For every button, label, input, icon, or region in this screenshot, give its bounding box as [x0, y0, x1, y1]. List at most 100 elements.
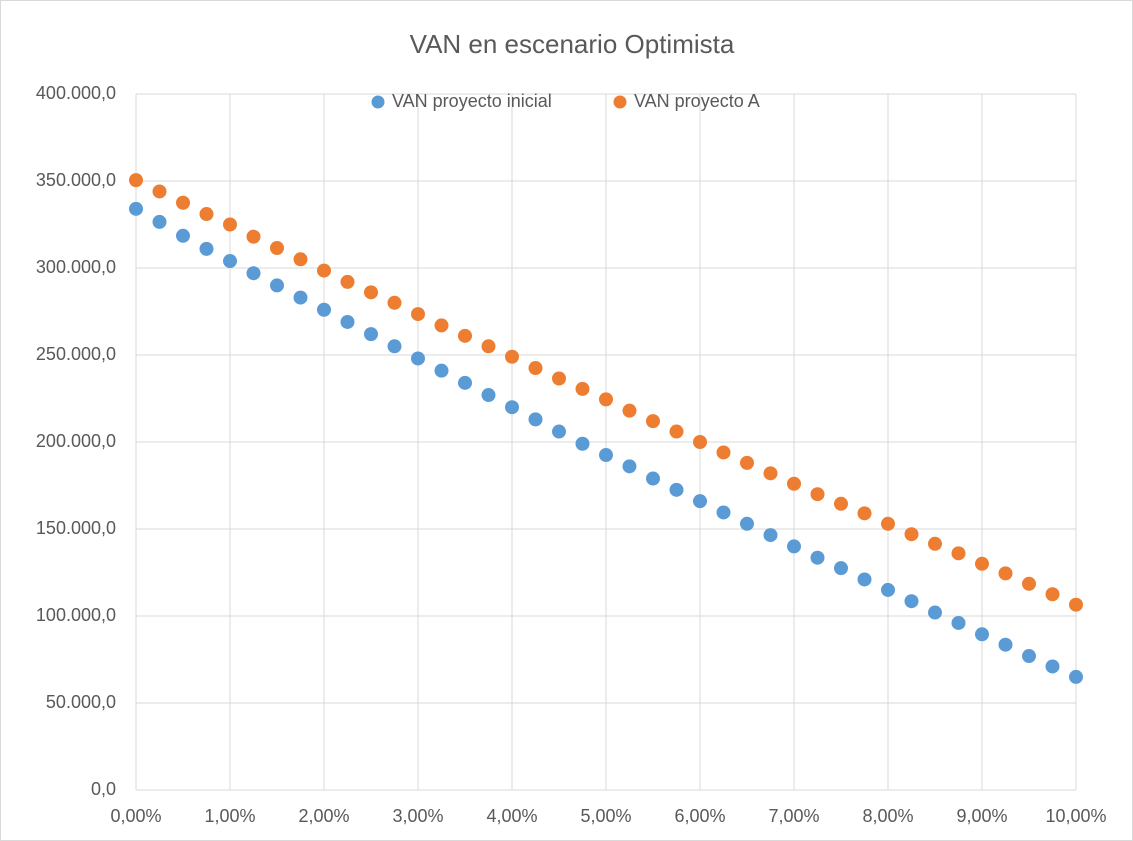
data-point [481, 388, 496, 403]
data-point [763, 528, 778, 543]
data-point [387, 295, 402, 310]
data-point [270, 278, 284, 293]
data-point [904, 527, 919, 542]
data-point [693, 435, 707, 449]
data-point [669, 424, 684, 439]
legend-label: VAN proyecto inicial [392, 91, 552, 111]
data-point [364, 285, 378, 300]
data-point [340, 274, 355, 289]
data-point [199, 207, 214, 222]
y-tick-label: 0,0 [91, 779, 116, 799]
data-point [1045, 587, 1060, 602]
data-point [129, 201, 143, 216]
data-point [693, 494, 707, 509]
data-point [975, 556, 989, 571]
y-tick-label: 400.000,0 [36, 83, 116, 103]
x-tick-label: 4,00% [486, 806, 537, 826]
data-point [317, 263, 331, 278]
data-point [857, 572, 872, 587]
data-point [928, 605, 942, 620]
y-tick-label: 300.000,0 [36, 257, 116, 277]
y-tick-label: 250.000,0 [36, 344, 116, 364]
data-point [975, 627, 989, 642]
x-tick-label: 9,00% [956, 806, 1007, 826]
data-point [152, 184, 167, 199]
data-point [317, 302, 331, 317]
data-point [129, 173, 143, 188]
data-point [411, 307, 425, 322]
data-point [552, 424, 566, 439]
data-point [434, 363, 449, 378]
data-point [740, 516, 754, 531]
data-point [458, 375, 472, 390]
data-point [622, 403, 637, 418]
y-tick-label: 50.000,0 [46, 692, 116, 712]
data-point [646, 414, 660, 429]
data-point [951, 546, 966, 561]
y-tick-label: 150.000,0 [36, 518, 116, 538]
x-tick-label: 7,00% [768, 806, 819, 826]
data-point [1069, 669, 1083, 684]
data-point [223, 254, 237, 269]
data-point [575, 381, 590, 396]
data-point [270, 240, 284, 255]
data-point [810, 487, 825, 502]
data-point [223, 217, 237, 232]
data-point [575, 436, 590, 451]
data-point [834, 496, 848, 511]
data-point [152, 214, 167, 229]
y-tick-label: 200.000,0 [36, 431, 116, 451]
data-point [787, 539, 801, 554]
data-point [246, 229, 261, 244]
x-tick-label: 3,00% [392, 806, 443, 826]
data-point [1045, 659, 1060, 674]
data-point [199, 241, 214, 256]
x-tick-label: 10,00% [1045, 806, 1106, 826]
data-point [505, 400, 519, 415]
data-point [787, 476, 801, 491]
chart-title: VAN en escenario Optimista [410, 29, 735, 59]
data-point [716, 445, 731, 460]
data-point [293, 290, 308, 305]
data-point [1022, 649, 1036, 664]
data-point [340, 314, 355, 329]
data-point [904, 594, 919, 609]
data-point [411, 351, 425, 366]
x-tick-label: 6,00% [674, 806, 725, 826]
data-point [834, 561, 848, 576]
x-tick-label: 5,00% [580, 806, 631, 826]
data-point [528, 412, 543, 427]
data-point [1022, 576, 1036, 591]
data-point [505, 349, 519, 364]
data-point [387, 339, 402, 354]
data-point [928, 536, 942, 551]
data-point [881, 582, 895, 597]
data-point [716, 505, 731, 520]
data-point [669, 482, 684, 497]
data-point [293, 252, 308, 267]
data-point [599, 448, 613, 463]
data-point [599, 392, 613, 407]
data-point [176, 195, 190, 210]
data-point [246, 266, 261, 281]
legend-marker [613, 95, 627, 109]
legend-label: VAN proyecto A [634, 91, 760, 111]
data-point [1069, 597, 1083, 612]
data-point [176, 228, 190, 243]
legend-marker [371, 95, 385, 109]
y-tick-label: 350.000,0 [36, 170, 116, 190]
data-point [646, 471, 660, 486]
data-point [998, 637, 1013, 652]
data-point [481, 339, 496, 354]
data-point [857, 506, 872, 521]
data-point [622, 459, 637, 474]
data-point [552, 371, 566, 386]
y-tick-label: 100.000,0 [36, 605, 116, 625]
data-point [810, 550, 825, 565]
data-point [881, 516, 895, 531]
data-point [364, 327, 378, 342]
x-tick-label: 0,00% [110, 806, 161, 826]
